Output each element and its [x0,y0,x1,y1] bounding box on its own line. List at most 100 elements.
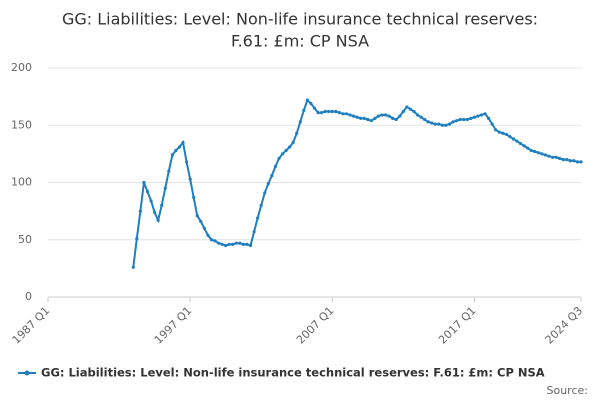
point [437,122,441,126]
point [447,122,452,126]
point [320,111,324,115]
point [259,203,263,207]
point [554,155,558,159]
point [266,182,270,186]
point [380,113,384,117]
point [508,135,512,139]
point [330,109,334,114]
point [369,119,373,123]
source: Source: [547,384,589,397]
point [341,112,345,116]
point [344,112,349,116]
point [323,109,327,114]
point [252,230,256,234]
point [405,105,409,109]
point [177,145,182,149]
x-tick-label: 2024 Q3 [543,304,586,347]
point [401,109,405,114]
point [426,120,430,124]
point [423,117,427,122]
point [298,120,302,124]
point [174,148,178,153]
point [476,114,480,118]
point [241,242,246,246]
point [334,109,338,114]
point [355,115,359,119]
point [373,116,377,120]
point [199,219,203,224]
point [312,106,317,110]
point [284,148,288,153]
point [487,116,491,120]
point [518,141,523,146]
point [419,115,423,119]
point [366,117,370,122]
point [192,195,196,199]
point [316,111,320,115]
point [220,242,224,246]
legend-label: GG: Liabilities: Level: Non-life insuran… [41,366,545,380]
point [195,214,199,218]
point [227,242,231,246]
point [455,119,459,123]
point [412,109,416,114]
point [163,186,167,190]
y-tick-label: 100 [11,176,32,189]
y-tick-label: 50 [18,233,32,246]
point [224,243,228,248]
point [209,238,214,242]
point [398,114,402,118]
point [550,155,555,159]
x-tick-label: 1987 Q1 [10,304,53,347]
point [565,158,569,162]
point [391,116,395,120]
x-tick-label: 2007 Q1 [294,304,337,347]
point [465,117,469,122]
point [568,159,572,163]
point [579,160,583,164]
point [327,109,331,114]
point [501,131,505,135]
point [348,113,352,117]
point [383,113,388,117]
point [263,191,267,195]
point [558,156,562,161]
point [302,108,306,112]
point [351,114,356,118]
point [291,140,295,145]
point [387,114,391,118]
point [248,243,253,248]
point [362,116,366,120]
point [430,121,434,125]
point [280,152,285,156]
point [472,115,476,119]
x-tick-label: 2017 Q1 [436,304,479,347]
point [295,131,299,135]
point [202,226,206,230]
point [309,101,313,106]
y-tick-label: 0 [25,290,32,303]
point [273,164,278,169]
point [142,180,146,185]
point [231,242,235,246]
point [547,154,551,158]
point [543,153,548,157]
point [188,177,192,181]
point [415,113,420,117]
point [536,151,540,155]
point [444,123,448,127]
point [149,199,153,203]
point [135,237,139,241]
point [337,111,341,115]
point [433,122,437,126]
point [170,153,174,157]
legend-marker [24,370,30,376]
point [494,128,498,132]
point [234,241,238,245]
point [277,156,281,161]
chart-title: GG: Liabilities: Level: Non-life insuran… [62,10,538,29]
point [533,149,537,154]
point [469,116,473,120]
point [153,210,157,214]
point [522,144,526,148]
